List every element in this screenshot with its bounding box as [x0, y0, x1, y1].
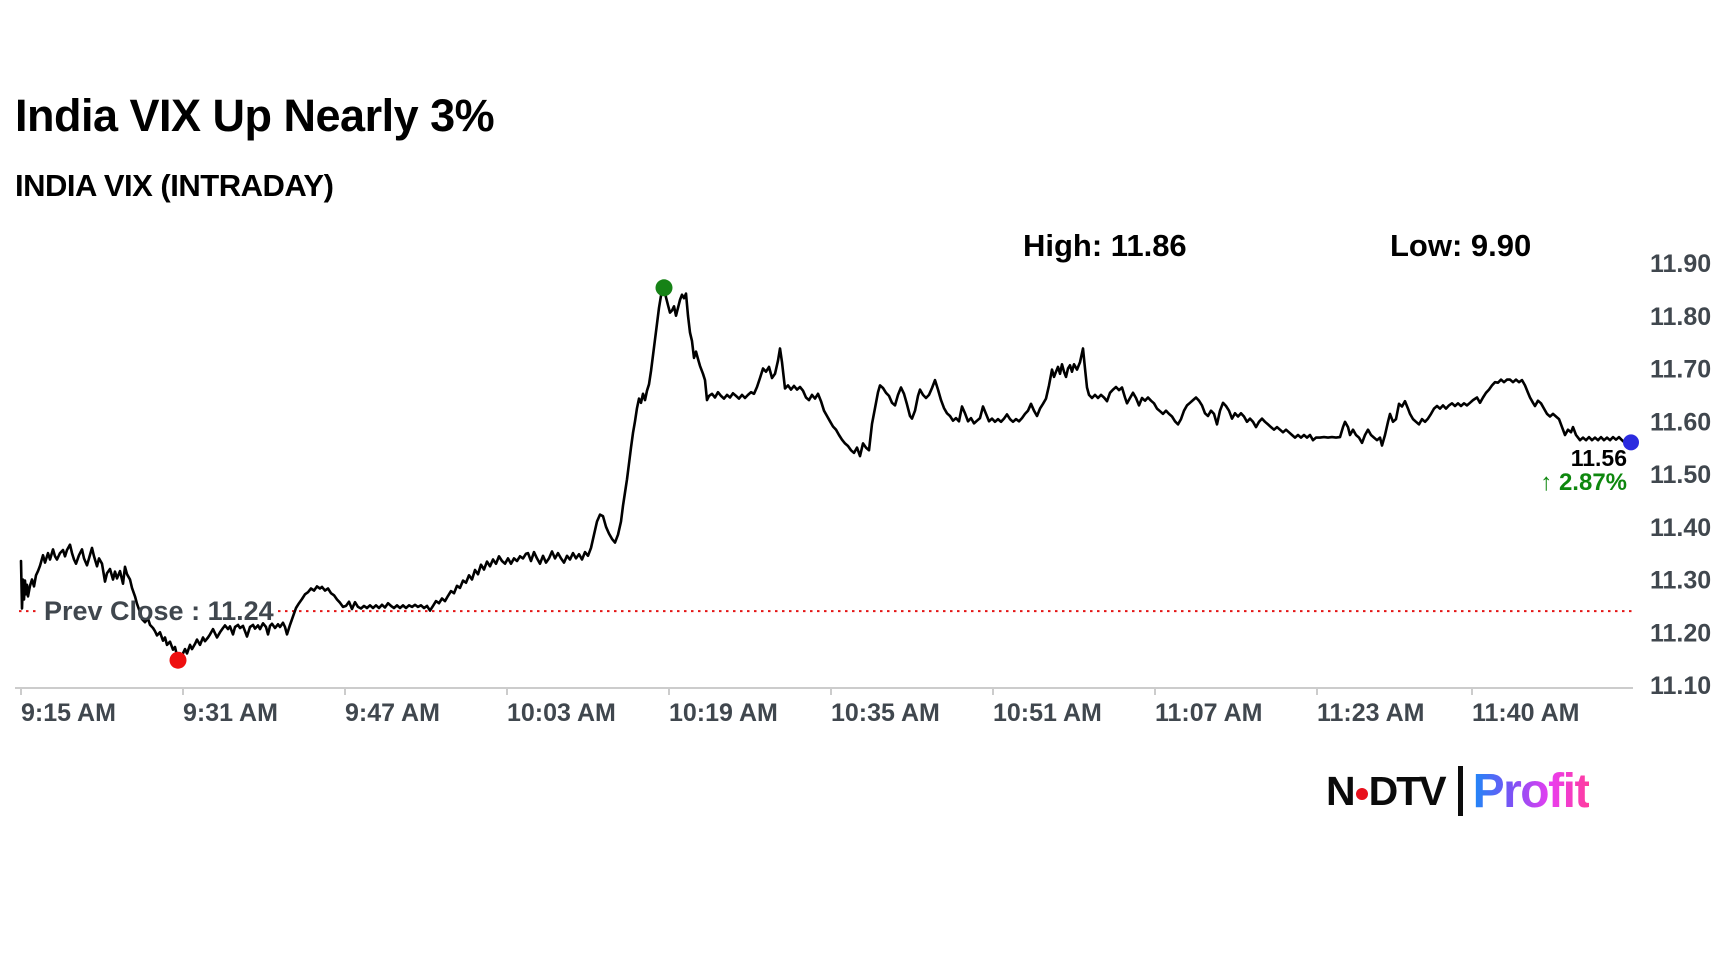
page-title: India VIX Up Nearly 3% — [15, 90, 495, 141]
y-tick-label: 11.90 — [1650, 250, 1711, 278]
ndtv-letters-dtv: DTV — [1368, 767, 1447, 814]
y-tick-label: 11.50 — [1650, 461, 1711, 489]
ndtv-profit-logo: N DTV Profit — [1326, 760, 1591, 822]
ndtv-red-dot-icon — [1355, 788, 1368, 800]
ndtv-letter-n: N — [1326, 767, 1356, 814]
high-point-marker — [655, 279, 673, 297]
x-tick-label: 9:15 AM — [21, 699, 116, 727]
ndtv-wordmark: N DTV — [1326, 767, 1447, 815]
x-tick-label: 9:31 AM — [183, 699, 278, 727]
y-tick-label: 11.20 — [1650, 619, 1711, 647]
low-point-marker — [169, 651, 187, 669]
y-tick-label: 11.10 — [1650, 672, 1711, 700]
y-tick-label: 11.40 — [1650, 514, 1711, 542]
low-value-label: Low: 9.90 — [1390, 228, 1532, 263]
x-tick-label: 9:47 AM — [345, 699, 440, 727]
prev-close-label: Prev Close : 11.24 — [44, 596, 274, 626]
x-tick-label: 11:23 AM — [1317, 699, 1424, 727]
profit-wordmark: Profit — [1472, 764, 1591, 818]
x-tick-label: 10:19 AM — [669, 699, 778, 727]
last-point-marker — [1623, 434, 1639, 451]
y-tick-label: 11.80 — [1650, 303, 1711, 331]
x-tick-label: 10:03 AM — [507, 699, 616, 727]
x-tick-label: 11:07 AM — [1155, 699, 1262, 727]
last-price-label: 11.56 — [1570, 445, 1627, 471]
logo-separator-bar — [1457, 766, 1463, 816]
x-tick-label: 11:40 AM — [1472, 699, 1579, 727]
chart-subtitle: INDIA VIX (INTRADAY) — [15, 168, 334, 203]
change-percent-label: ↑ 2.87% — [1540, 469, 1627, 496]
x-tick-label: 10:35 AM — [831, 699, 940, 727]
high-value-label: High: 11.86 — [1023, 228, 1187, 263]
price-line — [19, 286, 1635, 662]
y-tick-label: 11.70 — [1650, 356, 1711, 384]
y-tick-label: 11.30 — [1650, 567, 1711, 595]
x-tick-label: 10:51 AM — [993, 699, 1102, 727]
y-tick-label: 11.60 — [1650, 408, 1711, 436]
